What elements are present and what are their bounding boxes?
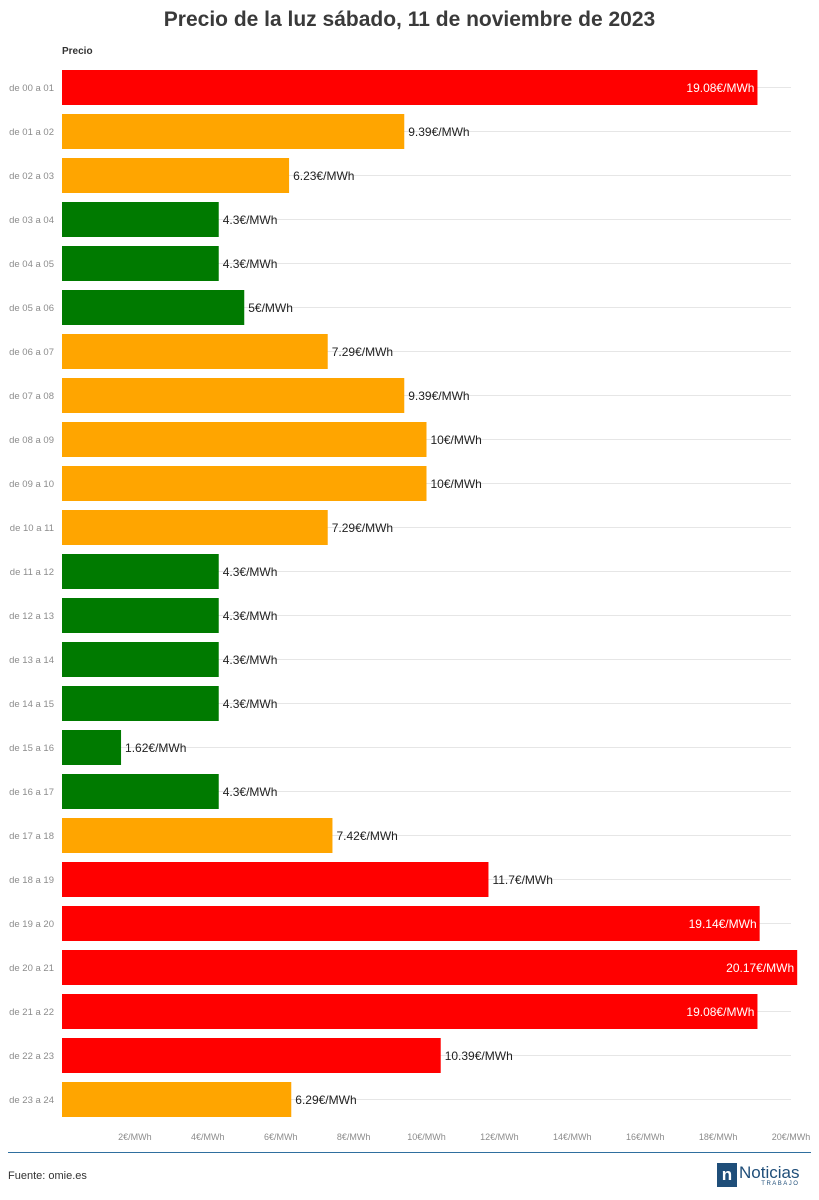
source-note: Fuente: omie.es (8, 1170, 87, 1182)
data-label: 20.17€/MWh (726, 961, 794, 975)
bar (62, 818, 333, 853)
x-tick-label: 20€/MWh (772, 1132, 811, 1142)
column-label: Precio (62, 46, 93, 57)
data-label: 4.3€/MWh (223, 653, 278, 667)
category-label: de 18 a 19 (9, 875, 54, 886)
data-label: 4.3€/MWh (223, 213, 278, 227)
category-label: de 10 a 11 (10, 523, 54, 534)
x-tick-label: 4€/MWh (191, 1132, 225, 1142)
data-label: 19.08€/MWh (686, 1005, 754, 1019)
data-label: 6.29€/MWh (295, 1093, 356, 1107)
data-label: 4.3€/MWh (223, 565, 278, 579)
bar (62, 950, 798, 985)
category-label: de 09 a 10 (9, 479, 54, 490)
bar (62, 1038, 441, 1073)
bar (62, 202, 219, 237)
bar (62, 642, 219, 677)
x-tick-label: 12€/MWh (480, 1132, 519, 1142)
category-label: de 00 a 01 (9, 83, 54, 94)
category-label: de 15 a 16 (9, 743, 54, 754)
category-label: de 08 a 09 (9, 435, 54, 446)
category-label: de 02 a 03 (9, 171, 54, 182)
data-label: 10€/MWh (431, 433, 482, 447)
data-label: 9.39€/MWh (408, 389, 469, 403)
category-label: de 11 a 12 (10, 567, 54, 578)
data-label: 7.29€/MWh (332, 345, 393, 359)
category-label: de 20 a 21 (9, 963, 54, 974)
bar (62, 422, 427, 457)
category-label: de 23 a 24 (9, 1095, 54, 1106)
category-label: de 01 a 02 (9, 127, 54, 138)
category-label: de 07 a 08 (9, 391, 54, 402)
logo-sub-text: TRABAJO (761, 1180, 800, 1187)
category-label: de 13 a 14 (9, 655, 54, 666)
bar (62, 246, 219, 281)
bar (62, 290, 245, 325)
bar (62, 906, 760, 941)
data-label: 4.3€/MWh (223, 609, 278, 623)
chart-title: Precio de la luz sábado, 11 de noviembre… (163, 8, 656, 31)
category-label: de 03 a 04 (9, 215, 54, 226)
bar-chart: de 00 a 01 19.08€/MWh de 01 a 02 9.39€/MWh d… (9, 70, 811, 1142)
bar (62, 70, 758, 105)
data-label: 6.23€/MWh (293, 169, 354, 183)
bar (62, 730, 122, 765)
data-label: 4.3€/MWh (223, 697, 278, 711)
data-label: 10.39€/MWh (445, 1049, 513, 1063)
x-tick-label: 14€/MWh (553, 1132, 592, 1142)
data-label: 7.42€/MWh (336, 829, 397, 843)
logo-main-text: Noticias (739, 1162, 800, 1182)
x-tick-label: 8€/MWh (337, 1132, 371, 1142)
bar (62, 598, 219, 633)
data-label: 11.7€/MWh (492, 873, 552, 887)
category-label: de 12 a 13 (9, 611, 54, 622)
data-label: 4.3€/MWh (223, 257, 278, 271)
bar (62, 862, 489, 897)
logo-wordmark: Noticias TRABAJO (739, 1164, 799, 1187)
bar (62, 1082, 292, 1117)
x-tick-label: 10€/MWh (407, 1132, 446, 1142)
category-label: de 05 a 06 (9, 303, 54, 314)
category-label: de 17 a 18 (9, 831, 54, 842)
data-label: 19.08€/MWh (686, 81, 754, 95)
bar (62, 686, 219, 721)
x-tick-label: 18€/MWh (699, 1132, 738, 1142)
x-tick-label: 2€/MWh (118, 1132, 152, 1142)
bar (62, 378, 405, 413)
bar (62, 554, 219, 589)
bar (62, 510, 328, 545)
bar (62, 158, 290, 193)
bar (62, 774, 219, 809)
data-label: 1.62€/MWh (125, 741, 186, 755)
x-tick-label: 6€/MWh (264, 1132, 298, 1142)
data-label: 9.39€/MWh (408, 125, 469, 139)
data-label: 19.14€/MWh (689, 917, 757, 931)
footer-divider (8, 1152, 811, 1153)
data-label: 5€/MWh (248, 301, 293, 315)
x-tick-label: 16€/MWh (626, 1132, 665, 1142)
logo-mark: n (717, 1163, 737, 1187)
category-label: de 14 a 15 (9, 699, 54, 710)
category-label: de 21 a 22 (9, 1007, 54, 1018)
noticias-trabajo-logo: n Noticias TRABAJO (717, 1162, 799, 1188)
data-label: 10€/MWh (431, 477, 482, 491)
bar (62, 994, 758, 1029)
bar (62, 334, 328, 369)
data-label: 7.29€/MWh (332, 521, 393, 535)
category-label: de 06 a 07 (9, 347, 54, 358)
bar (62, 466, 427, 501)
category-label: de 16 a 17 (9, 787, 54, 798)
category-label: de 19 a 20 (9, 919, 54, 930)
data-label: 4.3€/MWh (223, 785, 278, 799)
category-label: de 22 a 23 (9, 1051, 54, 1062)
bar (62, 114, 405, 149)
category-label: de 04 a 05 (9, 259, 54, 270)
